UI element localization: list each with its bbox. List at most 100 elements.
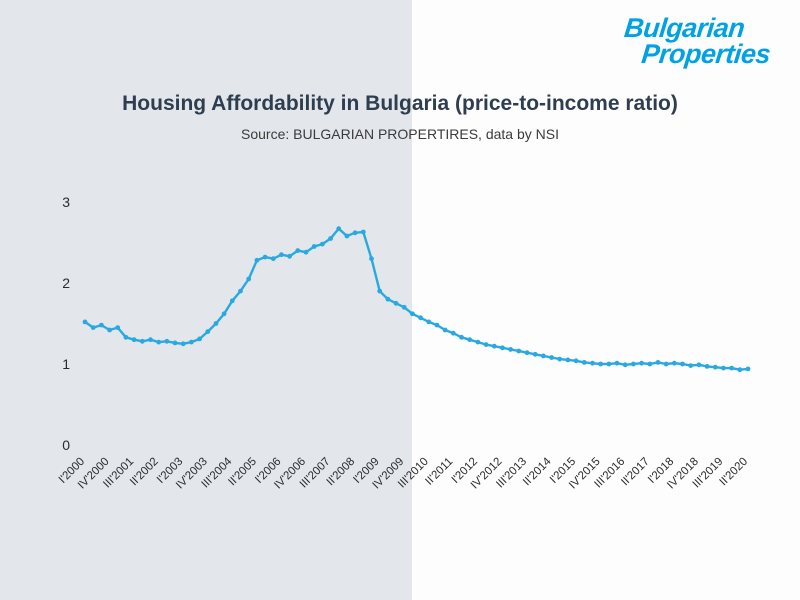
data-point xyxy=(442,327,448,333)
data-point xyxy=(229,298,235,304)
x-tick-label: II'2005 xyxy=(226,456,259,489)
y-tick-label: 3 xyxy=(62,194,70,210)
data-point xyxy=(557,356,563,362)
data-point xyxy=(352,230,358,236)
data-point xyxy=(295,248,301,254)
data-point xyxy=(172,340,178,346)
data-point xyxy=(614,360,620,366)
data-point xyxy=(189,339,194,345)
y-tick-label: 2 xyxy=(62,275,70,291)
data-point xyxy=(508,347,513,352)
data-point xyxy=(287,253,292,259)
data-point xyxy=(303,249,309,255)
data-point xyxy=(565,357,571,363)
data-point xyxy=(655,360,661,365)
data-point xyxy=(311,244,317,249)
data-point xyxy=(410,311,415,317)
data-point xyxy=(598,361,604,367)
data-point xyxy=(426,319,432,325)
data-point xyxy=(270,256,276,262)
data-point xyxy=(459,334,464,340)
data-point xyxy=(745,366,751,372)
data-point xyxy=(500,345,505,351)
data-point xyxy=(729,365,734,371)
data-point xyxy=(148,337,153,343)
data-point xyxy=(721,365,726,371)
data-point xyxy=(418,315,423,321)
data-point xyxy=(254,257,260,263)
data-point xyxy=(483,342,489,347)
y-tick-label: 0 xyxy=(62,437,70,453)
data-point xyxy=(131,337,137,343)
data-point xyxy=(123,334,129,340)
data-point xyxy=(344,233,350,239)
data-point xyxy=(369,256,374,262)
data-point xyxy=(491,343,497,349)
data-point xyxy=(680,361,685,367)
data-point xyxy=(197,336,203,342)
data-point xyxy=(90,325,96,330)
data-point xyxy=(688,363,694,368)
x-tick-label: II'2002 xyxy=(128,456,161,489)
data-point xyxy=(393,300,399,306)
y-tick-label: 1 xyxy=(62,356,70,372)
data-point xyxy=(712,364,718,370)
data-point xyxy=(475,339,481,345)
background-left-panel xyxy=(0,0,412,600)
data-point xyxy=(377,288,383,294)
data-point xyxy=(360,229,366,235)
data-point xyxy=(156,339,162,345)
data-point xyxy=(524,350,530,356)
data-point xyxy=(639,360,644,366)
data-point xyxy=(107,327,112,333)
data-point xyxy=(704,364,710,369)
ratio-line xyxy=(83,227,750,371)
x-tick-label: II'2011 xyxy=(423,456,455,488)
data-point xyxy=(663,361,669,367)
logo-line1: Bulgarian xyxy=(623,13,747,43)
data-point xyxy=(737,367,743,373)
data-point xyxy=(336,226,342,232)
data-point xyxy=(467,337,473,343)
data-point xyxy=(246,276,252,282)
data-point xyxy=(205,329,211,334)
x-tick-label: II'2020 xyxy=(717,456,750,489)
data-point xyxy=(450,330,456,336)
data-point xyxy=(82,319,88,325)
data-point xyxy=(221,311,227,317)
data-point xyxy=(516,348,522,354)
data-point xyxy=(213,321,219,326)
data-point xyxy=(279,252,284,258)
data-point xyxy=(115,325,121,330)
data-point xyxy=(238,288,243,294)
data-point xyxy=(385,296,391,302)
data-point xyxy=(581,360,587,365)
data-point xyxy=(320,241,325,247)
data-point xyxy=(180,341,186,347)
data-point xyxy=(573,358,579,364)
data-point xyxy=(549,355,554,360)
background-right-panel xyxy=(412,0,800,600)
data-point xyxy=(262,254,268,260)
data-point xyxy=(647,361,653,367)
data-point xyxy=(434,322,440,328)
data-point xyxy=(328,236,333,241)
data-point xyxy=(164,338,170,344)
data-point xyxy=(671,360,677,366)
data-point xyxy=(401,304,407,310)
data-point xyxy=(532,351,538,357)
data-point xyxy=(696,362,702,368)
x-tick-label: II'2008 xyxy=(325,456,358,489)
x-tick-label: II'2014 xyxy=(521,455,554,488)
data-point xyxy=(631,361,636,367)
data-point xyxy=(622,362,628,368)
data-point xyxy=(139,338,145,344)
bulgarian-properties-logo: Bulgarian Properties xyxy=(621,13,775,69)
data-point xyxy=(606,361,612,367)
chart-subtitle: Source: BULGARIAN PROPERTIRES, data by N… xyxy=(241,126,559,142)
logo-line2: Properties xyxy=(640,38,773,69)
data-point xyxy=(99,322,104,328)
x-tick-label: II'2017 xyxy=(619,456,652,489)
